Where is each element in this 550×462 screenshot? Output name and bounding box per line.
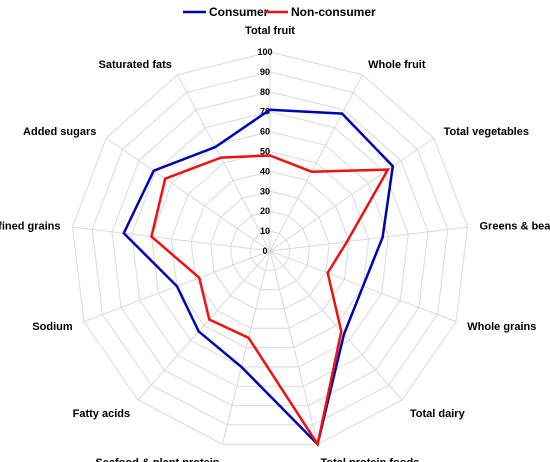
grid-ring-10: [249, 230, 291, 271]
grid-ring-90: [91, 71, 449, 426]
legend: Consumer Non-consumer: [183, 5, 376, 19]
tick-label-100: 100: [257, 47, 272, 57]
series-line-consumer: [122, 108, 395, 447]
axis-label-sodium: Sodium: [32, 321, 73, 333]
grid-ring-50: [170, 150, 370, 349]
axis-label-refined-grains: Refined grains: [0, 221, 61, 233]
spoke-fatty-acids: [137, 250, 271, 401]
tick-label-80: 80: [260, 87, 270, 97]
grid-ring-70: [131, 111, 409, 387]
spoke-saturated-fats: [177, 74, 271, 252]
tick-label-40: 40: [260, 166, 270, 176]
grid-ring-80: [111, 91, 429, 407]
spoke-added-sugars: [105, 137, 271, 252]
spoke-whole-fruit: [269, 74, 363, 252]
series-lines: [122, 108, 395, 448]
grid-ring-60: [150, 131, 390, 368]
spoke-seafood-and-plant-protein: [221, 250, 271, 445]
axis-label-total-fruit: Total fruit: [245, 25, 295, 37]
spoke-total-dairy: [269, 250, 403, 401]
axis-label-total-protein-foods: Total protein foods: [321, 457, 420, 462]
series-line-non-consumer: [150, 154, 391, 448]
spoke-refined-grains: [72, 226, 271, 252]
axis-label-whole-fruit: Whole fruit: [368, 59, 426, 71]
legend-label-consumer: Consumer: [209, 5, 269, 19]
grid-ring-30: [210, 190, 330, 310]
axis-label-whole-grains: Whole grains: [467, 321, 536, 333]
tick-label-30: 30: [260, 186, 270, 196]
spoke-total-protein-foods: [269, 250, 319, 445]
axis-label-added-sugars: Added sugars: [23, 126, 96, 138]
tick-label-0: 0: [262, 246, 267, 256]
tick-label-20: 20: [260, 206, 270, 216]
axis-label-total-dairy: Total dairy: [410, 408, 466, 420]
grid-ring-100: [71, 51, 469, 445]
tick-label-50: 50: [260, 147, 270, 157]
axis-labels: Total fruit Whole fruit Total vegetables Gr…: [0, 25, 550, 462]
tick-label-90: 90: [260, 67, 270, 77]
axis-label-fatty-acids: Fatty acids: [73, 408, 130, 420]
axis-label-total-vegetables: Total vegetables: [444, 126, 529, 138]
axis-label-greens-and-beans: Greens & beans: [480, 221, 550, 233]
tick-label-10: 10: [260, 226, 270, 236]
grid-ring-20: [229, 210, 311, 291]
tick-label-60: 60: [260, 127, 270, 137]
spoke-greens-and-beans: [269, 226, 468, 252]
axis-label-saturated-fats: Saturated fats: [99, 59, 172, 71]
legend-label-non-consumer: Non-consumer: [291, 5, 376, 19]
radar-grid: [71, 51, 469, 445]
axis-label-seafood-and-plant-protein: Seafood & plant protein: [95, 457, 219, 462]
grid-ring-40: [190, 170, 350, 329]
spoke-total-vegetables: [269, 137, 435, 252]
